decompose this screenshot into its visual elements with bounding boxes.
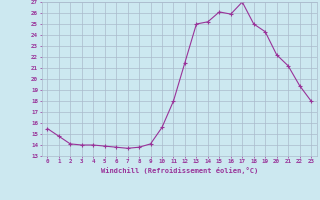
X-axis label: Windchill (Refroidissement éolien,°C): Windchill (Refroidissement éolien,°C)	[100, 167, 258, 174]
